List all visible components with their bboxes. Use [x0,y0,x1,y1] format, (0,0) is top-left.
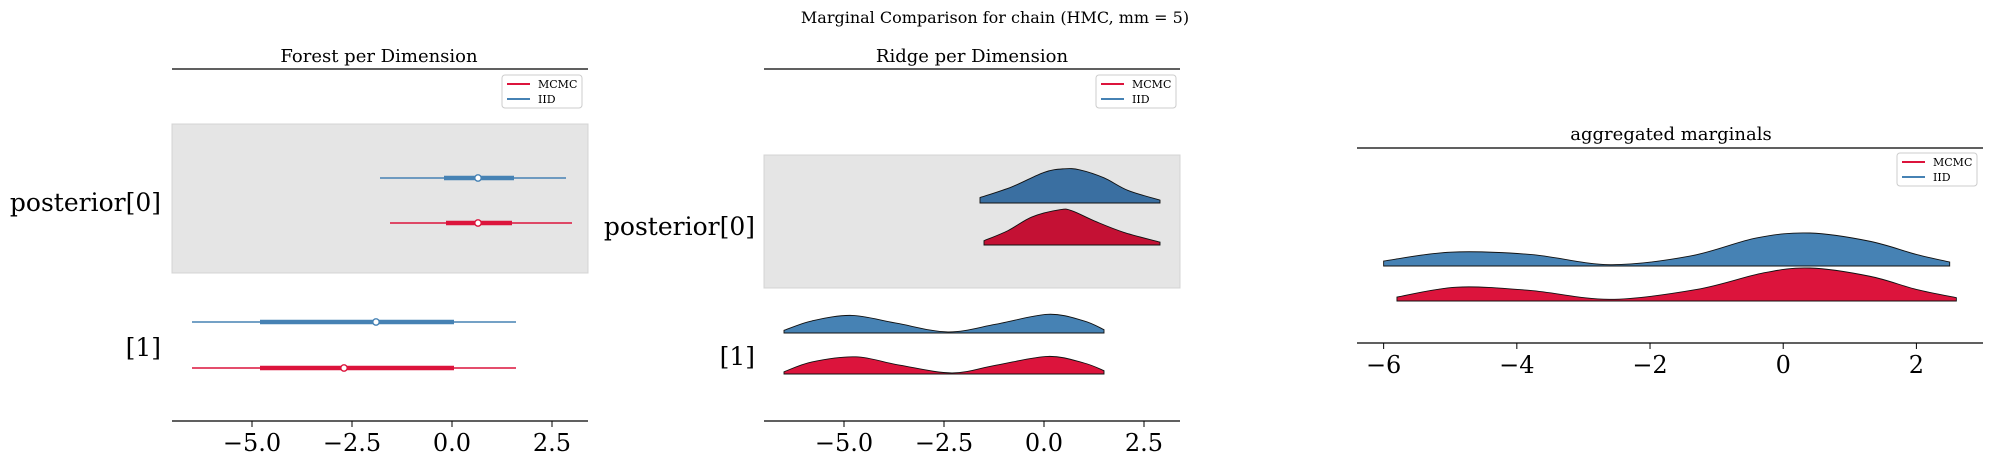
aggregated-title: aggregated marginals [1570,124,1771,145]
ridge-row-label: [1] [720,342,755,371]
aggregated-density-iid [1383,232,1951,267]
aggregated-legend: MCMC IID [1896,152,1978,187]
forest-median-point [340,364,348,372]
forest-legend: MCMC IID [501,74,583,109]
ridge-legend: MCMC IID [1095,74,1177,109]
figure-suptitle: Marginal Comparison for chain (HMC, mm =… [801,8,1189,27]
ridge-density-iid [783,313,1105,334]
legend-mcmc-label: MCMC [1132,78,1171,91]
forest-highlight-band [171,123,589,274]
legend-mcmc-label: MCMC [1933,156,1972,169]
forest-row-label: posterior[0] [10,188,161,217]
ridge-density-mcmc [783,355,1105,375]
ridge-xtick-label: 0.0 [1025,429,1063,457]
forest-title: Forest per Dimension [280,46,478,67]
forest-xtick-label: 0.0 [433,429,471,457]
forest-panel: Forest per Dimension MCMC IID −5.0 −2.5 0.… [10,46,589,457]
legend-mcmc-label: MCMC [538,78,577,91]
forest-median-point [474,219,482,227]
ridge-xtick-label: 2.5 [1125,429,1163,457]
ridge-title: Ridge per Dimension [876,46,1069,67]
ridge-density-iid [979,168,1161,204]
aggregated-density-mcmc [1396,267,1957,302]
legend-iid-label: IID [1933,171,1951,184]
aggregated-xtick-label: −4 [1499,351,1534,379]
ridge-highlight-band [763,154,1181,289]
ridge-xtick-label: −5.0 [815,429,873,457]
forest-median-point [474,174,482,182]
forest-row-label: [1] [126,333,161,362]
aggregated-panel: aggregated marginals MCMC IID −6 −4 −2 0 2 [1357,124,1983,379]
forest-median-point [372,318,380,326]
forest-xtick-label: −2.5 [323,429,381,457]
legend-iid-label: IID [1132,93,1150,106]
forest-xtick-label: 2.5 [533,429,571,457]
aggregated-xtick-label: 0 [1776,351,1791,379]
legend-iid-label: IID [538,93,556,106]
ridge-xtick-label: −2.5 [915,429,973,457]
ridge-row-label: posterior[0] [604,212,755,241]
aggregated-xtick-label: 2 [1909,351,1924,379]
forest-xtick-label: −5.0 [223,429,281,457]
ridge-density-mcmc [983,208,1161,246]
ridge-panel: Ridge per Dimension MCMC IID −5.0 −2.5 0.0… [604,46,1181,457]
aggregated-xtick-label: −6 [1366,351,1401,379]
aggregated-xtick-label: −2 [1632,351,1667,379]
